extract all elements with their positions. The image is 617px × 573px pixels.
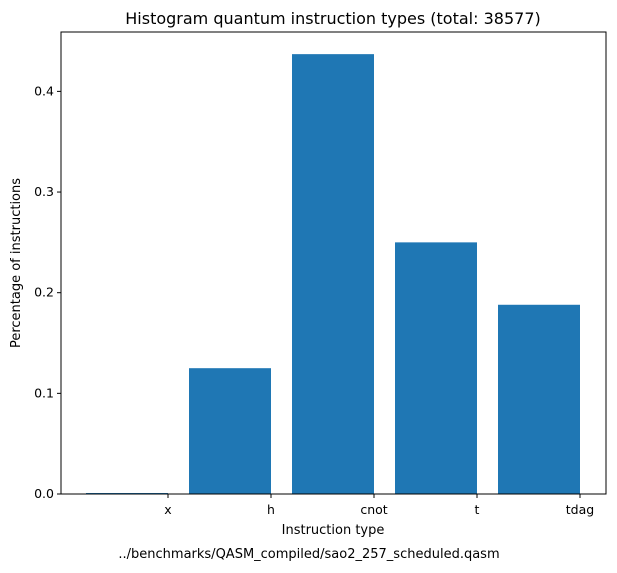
y-axis-label: Percentage of instructions xyxy=(9,178,24,348)
y-tick-label-2: 0.2 xyxy=(34,285,54,300)
y-tick-label-3: 0.3 xyxy=(34,184,54,199)
x-tick-label-x: x xyxy=(164,502,171,517)
x-axis-label: Instruction type xyxy=(282,523,385,538)
bars-group xyxy=(86,54,580,494)
y-tick-label-0: 0.0 xyxy=(34,486,54,501)
y-tick-label-4: 0.4 xyxy=(34,83,54,98)
x-tick-label-cnot: cnot xyxy=(360,502,387,517)
x-axis-ticks: x h cnot t tdag xyxy=(164,494,594,517)
x-tick-label-tdag: tdag xyxy=(566,502,594,517)
source-file-caption: ../benchmarks/QASM_compiled/sao2_257_sch… xyxy=(118,547,499,562)
bar-h xyxy=(189,368,271,494)
bar-x xyxy=(86,492,168,494)
x-tick-label-h: h xyxy=(267,502,275,517)
y-tick-label-1: 0.1 xyxy=(34,385,54,400)
bar-cnot xyxy=(292,54,374,494)
bar-tdag xyxy=(498,304,580,494)
plot-frame xyxy=(60,31,607,495)
y-axis-ticks: 0.0 0.1 0.2 0.3 0.4 xyxy=(34,83,61,501)
chart-title: Histogram quantum instruction types (tot… xyxy=(125,9,540,28)
bar-t xyxy=(395,242,477,494)
x-tick-label-t: t xyxy=(475,502,480,517)
